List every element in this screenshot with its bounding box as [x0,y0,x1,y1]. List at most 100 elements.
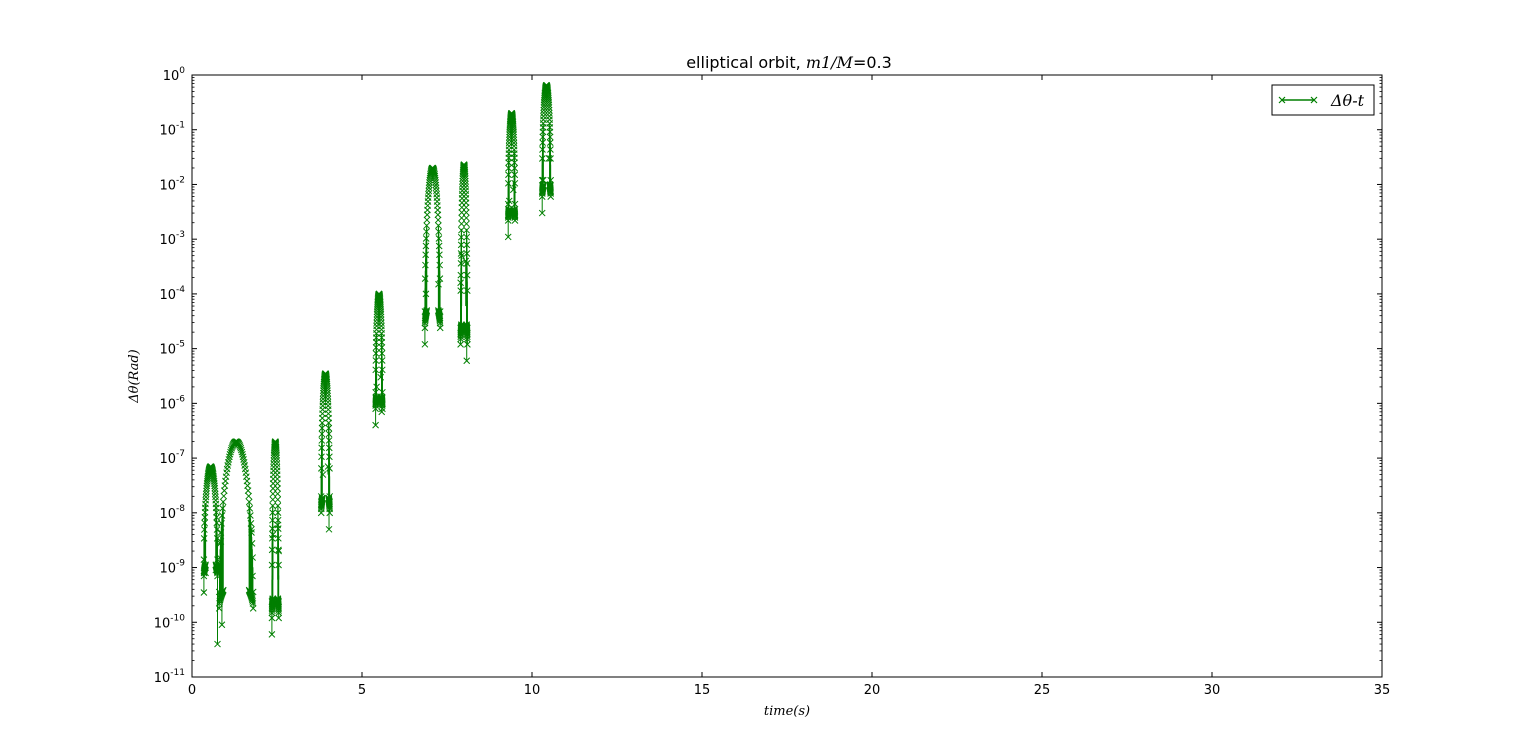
data-point [325,525,333,533]
data-point [317,501,325,509]
data-point [239,450,246,458]
data-point [200,589,208,596]
data-point [373,383,380,391]
data-point [319,471,327,478]
x-tick-label: 30 [1204,683,1221,698]
data-point [378,408,386,416]
data-point [461,172,469,180]
data-point [275,614,283,622]
series-segment [538,81,555,217]
data-point [463,220,470,228]
data-point [546,181,554,188]
data-point [202,569,209,577]
data-point [434,211,442,219]
data-point [510,136,518,144]
data-point [273,449,280,457]
series-layer [200,81,555,648]
data-point [274,485,281,492]
data-point [463,214,470,222]
data-point [432,179,439,186]
data-point [458,252,465,260]
plot-area [191,74,1383,678]
data-point [318,494,326,502]
data-point [540,106,548,114]
x-axis-label: time(s) [764,704,810,719]
data-point [245,586,253,594]
data-point [202,490,210,498]
data-point [377,310,385,318]
series-segment [457,161,471,365]
data-point [211,487,219,495]
legend-marker-right [1310,96,1318,104]
data-point [457,341,464,348]
data-point [377,313,385,321]
data-point [538,209,546,217]
data-point [323,384,331,392]
data-point [274,490,282,498]
data-point [274,595,282,602]
y-tick-label: 10-1 [159,121,185,139]
data-point [422,290,430,298]
data-point [220,492,228,500]
data-point [509,186,517,194]
data-point [218,621,226,629]
data-point [505,197,513,205]
plot-background [192,75,1382,677]
data-point [457,279,464,287]
data-point [462,209,470,216]
data-point [458,321,465,328]
data-point [425,184,433,192]
plot-frame [191,74,1383,678]
series-segment [504,109,519,241]
data-point [539,176,547,184]
data-point [239,453,247,461]
y-tick-label: 100 [163,66,186,84]
data-point [463,357,471,365]
series-segment [421,164,444,348]
series-segment [215,438,257,629]
data-point [274,496,282,503]
data-point [269,595,277,602]
chart-title: elliptical orbit, m1/M=0.3 [686,53,892,72]
x-tick-label: 5 [358,683,366,698]
data-point [245,492,253,500]
data-point [377,308,385,316]
y-tick-label: 10-4 [159,285,185,303]
y-tick-label: 10-5 [159,340,185,358]
y-tick-label: 10-2 [159,175,185,193]
data-point [510,131,517,138]
data-point [226,450,234,458]
y-tick-label: 10-9 [159,559,185,577]
data-point [237,444,245,452]
legend-label: Δθ-t [1330,91,1365,110]
y-tick-label: 10-6 [159,394,185,412]
data-point [457,324,465,331]
data-point [461,175,469,182]
data-point [273,454,281,462]
data-point [273,457,281,464]
y-tick-label: 10-8 [159,504,185,522]
y-tick-label: 10-3 [159,230,185,248]
data-point [268,631,276,638]
data-point [436,312,443,320]
data-point [211,484,219,492]
data-point [274,480,281,487]
y-axis-label: Δθ(Rad) [127,349,142,404]
data-point [324,387,331,394]
data-point [504,233,512,241]
x-tick-label: 25 [1034,683,1051,698]
data-point [462,177,469,185]
x-tick-label: 15 [694,683,711,698]
data-point [269,598,276,605]
data-point [269,531,277,538]
data-point [540,109,547,117]
data-point [545,101,553,109]
series-segment [317,370,334,533]
data-point [377,373,385,381]
data-point [219,586,227,594]
data-point [249,572,256,580]
data-point [425,187,433,195]
data-point [244,487,252,495]
x-tick-label: 0 [188,683,196,698]
